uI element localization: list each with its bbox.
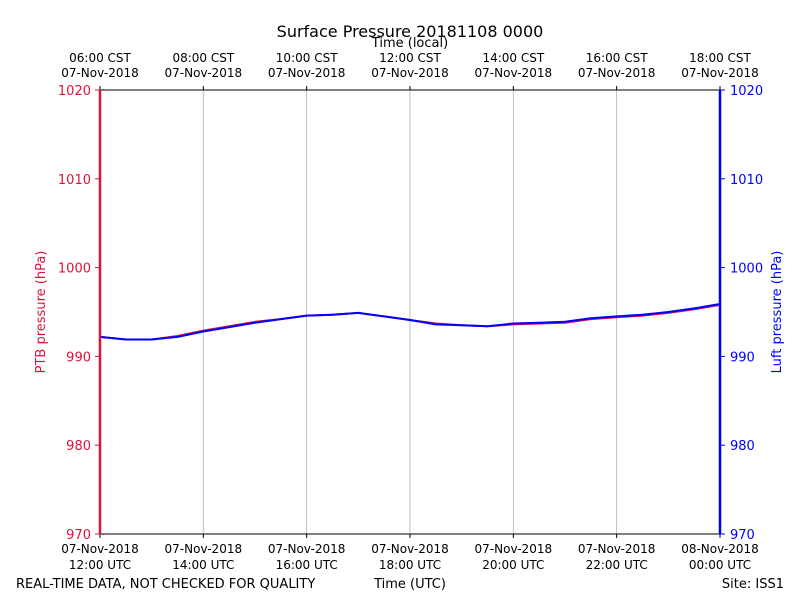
- top-tick-label-time: 06:00 CST: [69, 51, 131, 65]
- top-tick-label-date: 07-Nov-2018: [165, 66, 243, 80]
- bottom-tick-label-time: 18:00 UTC: [379, 558, 441, 572]
- left-tick-label: 990: [66, 350, 91, 365]
- left-tick-label: 1000: [58, 262, 91, 277]
- top-tick-label-date: 07-Nov-2018: [268, 66, 346, 80]
- bottom-tick-label-date: 07-Nov-2018: [578, 542, 656, 556]
- series-lines: [99, 303, 721, 341]
- grid-lines: [202, 90, 618, 534]
- top-tick-label-date: 07-Nov-2018: [681, 66, 759, 80]
- left-tick-label: 1020: [58, 84, 91, 99]
- top-tick-label-time: 10:00 CST: [276, 51, 338, 65]
- bottom-tick-label-time: 00:00 UTC: [689, 558, 751, 572]
- bottom-tick-label-date: 07-Nov-2018: [165, 542, 243, 556]
- bottom-axis-label: Time (UTC): [373, 577, 446, 592]
- bottom-tick-label-date: 07-Nov-2018: [371, 542, 449, 556]
- top-tick-label-date: 07-Nov-2018: [578, 66, 656, 80]
- left-tick-label: 970: [66, 528, 91, 543]
- top-axis-label: Time (local): [371, 36, 448, 51]
- bottom-tick-label-time: 20:00 UTC: [482, 558, 544, 572]
- right-axis-label: Luft pressure (hPa): [770, 251, 785, 374]
- chart-title: Surface Pressure 20181108 0000: [277, 22, 544, 41]
- left-tick-label: 1010: [58, 173, 91, 188]
- top-tick-label-date: 07-Nov-2018: [475, 66, 553, 80]
- bottom-tick-label-time: 16:00 UTC: [276, 558, 338, 572]
- right-tick-label: 970: [730, 528, 755, 543]
- bottom-tick-label-date: 07-Nov-2018: [475, 542, 553, 556]
- bottom-tick-label-date: 08-Nov-2018: [681, 542, 759, 556]
- top-tick-label-time: 18:00 CST: [689, 51, 751, 65]
- right-tick-label: 1020: [730, 84, 763, 99]
- left-axis-label: PTB pressure (hPa): [34, 251, 49, 374]
- footer-site: Site: ISS1: [722, 577, 784, 592]
- bottom-tick-label-date: 07-Nov-2018: [268, 542, 346, 556]
- top-tick-label-time: 12:00 CST: [379, 51, 441, 65]
- right-tick-label: 980: [730, 439, 755, 454]
- bottom-tick-label-time: 22:00 UTC: [586, 558, 648, 572]
- bottom-tick-label-time: 12:00 UTC: [69, 558, 131, 572]
- right-tick-label: 990: [730, 350, 755, 365]
- top-tick-label-date: 07-Nov-2018: [61, 66, 139, 80]
- series-line-luft: [99, 303, 721, 341]
- bottom-tick-label-time: 14:00 UTC: [172, 558, 234, 572]
- top-tick-label-date: 07-Nov-2018: [371, 66, 449, 80]
- bottom-tick-label-date: 07-Nov-2018: [61, 542, 139, 556]
- left-tick-label: 980: [66, 439, 91, 454]
- right-tick-label: 1000: [730, 262, 763, 277]
- top-tick-label-time: 08:00 CST: [172, 51, 234, 65]
- right-tick-label: 1010: [730, 173, 763, 188]
- footer-quality-note: REAL-TIME DATA, NOT CHECKED FOR QUALITY: [16, 577, 315, 592]
- top-tick-label-time: 14:00 CST: [482, 51, 544, 65]
- top-tick-label-time: 16:00 CST: [586, 51, 648, 65]
